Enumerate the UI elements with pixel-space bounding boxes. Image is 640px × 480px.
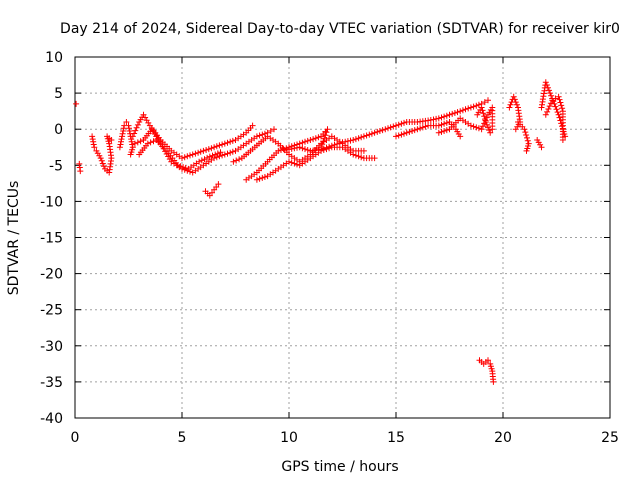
y-tick-label: -40: [40, 411, 63, 427]
y-tick-label: -35: [40, 375, 63, 391]
y-tick-label: -25: [40, 303, 63, 319]
y-tick-label: 10: [45, 50, 63, 66]
y-axis-label: SDTVAR / TECUs: [6, 181, 22, 296]
y-tick-label: -15: [40, 231, 63, 247]
y-tick-label: -10: [40, 194, 63, 210]
x-tick-label: 25: [601, 430, 619, 446]
x-tick-label: 10: [280, 430, 298, 446]
y-tick-label: 5: [54, 86, 63, 102]
y-tick-label: -5: [49, 158, 63, 174]
y-tick-label: 0: [54, 122, 63, 138]
grid: [75, 57, 610, 418]
sdtvar-series-markers: [73, 79, 569, 385]
y-tick-label: -30: [40, 339, 63, 355]
axis-ticks: 0 5 10 15 20 25 -40 -35 -30 -25 -20 -15 -10 -5 0 5 10: [40, 50, 619, 446]
x-tick-label: 0: [71, 430, 80, 446]
y-tick-label: -20: [40, 267, 63, 283]
x-tick-label: 15: [387, 430, 405, 446]
data-markers: [73, 79, 569, 385]
chart-title: Day 214 of 2024, Sidereal Day-to-day VTE…: [60, 21, 620, 37]
x-tick-label: 20: [494, 430, 512, 446]
x-axis-label: GPS time / hours: [281, 459, 398, 475]
x-tick-label: 5: [178, 430, 187, 446]
